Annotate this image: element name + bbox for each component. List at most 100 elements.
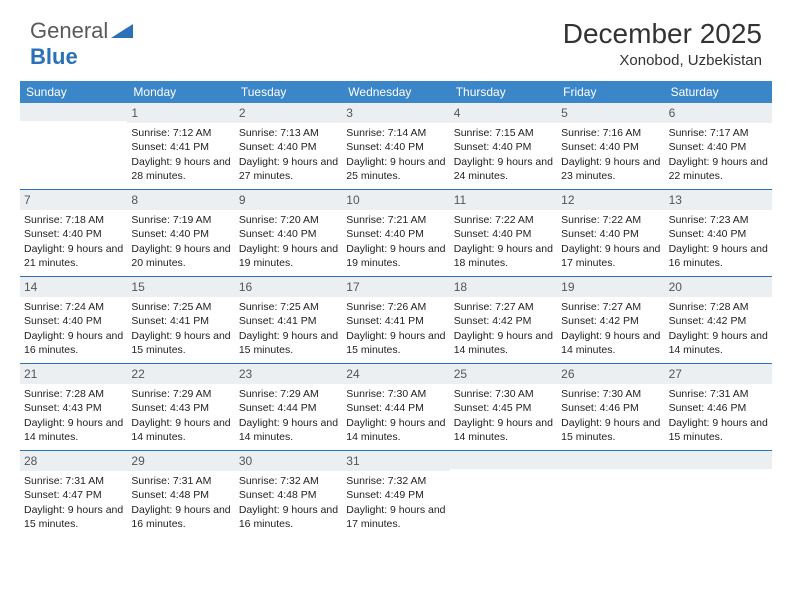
location-label: Xonobod, Uzbekistan <box>563 52 762 69</box>
calendar-cell: 31 Sunrise: 7:32 AMSunset: 4:49 PMDayligh… <box>342 451 449 537</box>
date-bar: 18 <box>450 277 557 297</box>
sunrise-text: Sunrise: 7:28 AM <box>669 300 768 314</box>
date-bar: 17 <box>342 277 449 297</box>
calendar-cell: 25Sunrise: 7:30 AMSunset: 4:45 PMDayligh… <box>450 364 557 450</box>
daylight-text: Daylight: 9 hours and 23 minutes. <box>561 155 660 183</box>
calendar-cell: 18Sunrise: 7:27 AMSunset: 4:42 PMDayligh… <box>450 277 557 363</box>
calendar-cell: 26Sunrise: 7:30 AMSunset: 4:46 PMDayligh… <box>557 364 664 450</box>
calendar-cell: 4 Sunrise: 7:15 AMSunset: 4:40 PMDaylight… <box>450 103 557 189</box>
brand-triangle-icon <box>111 24 133 40</box>
sunrise-text: Sunrise: 7:27 AM <box>561 300 660 314</box>
day-header: Saturday <box>665 81 772 103</box>
sunrise-text: Sunrise: 7:20 AM <box>239 213 338 227</box>
sunrise-text: Sunrise: 7:21 AM <box>346 213 445 227</box>
date-bar: 29 <box>127 451 234 471</box>
sunrise-text: Sunrise: 7:15 AM <box>454 126 553 140</box>
calendar-cell: 10Sunrise: 7:21 AMSunset: 4:40 PMDayligh… <box>342 190 449 276</box>
date-bar <box>450 451 557 469</box>
calendar-cell: 9Sunrise: 7:20 AMSunset: 4:40 PMDaylight… <box>235 190 342 276</box>
calendar-cell: 22Sunrise: 7:29 AMSunset: 4:43 PMDayligh… <box>127 364 234 450</box>
daylight-text: Daylight: 9 hours and 14 minutes. <box>669 329 768 357</box>
sunrise-text: Sunrise: 7:17 AM <box>669 126 768 140</box>
weeks-container: 1Sunrise: 7:12 AMSunset: 4:41 PMDaylight… <box>20 103 772 537</box>
sunrise-text: Sunrise: 7:23 AM <box>669 213 768 227</box>
sunrise-text: Sunrise: 7:14 AM <box>346 126 445 140</box>
sunset-text: Sunset: 4:40 PM <box>131 227 230 241</box>
sunset-text: Sunset: 4:44 PM <box>239 401 338 415</box>
daylight-text: Daylight: 9 hours and 14 minutes. <box>239 416 338 444</box>
daylight-text: Daylight: 9 hours and 14 minutes. <box>24 416 123 444</box>
sunset-text: Sunset: 4:47 PM <box>24 488 123 502</box>
date-bar: 28 <box>20 451 127 471</box>
calendar-cell: 21Sunrise: 7:28 AMSunset: 4:43 PMDayligh… <box>20 364 127 450</box>
calendar-cell: 20 Sunrise: 7:28 AMSunset: 4:42 PMDayligh… <box>665 277 772 363</box>
week-row: 28Sunrise: 7:31 AMSunset: 4:47 PMDayligh… <box>20 451 772 537</box>
sunset-text: Sunset: 4:43 PM <box>24 401 123 415</box>
calendar-cell: 28Sunrise: 7:31 AMSunset: 4:47 PMDayligh… <box>20 451 127 537</box>
sunset-text: Sunset: 4:41 PM <box>346 314 445 328</box>
day-header: Friday <box>557 81 664 103</box>
sunset-text: Sunset: 4:40 PM <box>454 227 553 241</box>
calendar-cell: 5Sunrise: 7:16 AMSunset: 4:40 PMDaylight… <box>557 103 664 189</box>
daylight-text: Daylight: 9 hours and 27 minutes. <box>239 155 338 183</box>
sunset-text: Sunset: 4:40 PM <box>24 227 123 241</box>
date-bar: 4 <box>450 103 557 123</box>
date-bar <box>557 451 664 469</box>
daylight-text: Daylight: 9 hours and 19 minutes. <box>239 242 338 270</box>
sunrise-text: Sunrise: 7:16 AM <box>561 126 660 140</box>
daylight-text: Daylight: 9 hours and 15 minutes. <box>131 329 230 357</box>
sunset-text: Sunset: 4:40 PM <box>669 227 768 241</box>
daylight-text: Daylight: 9 hours and 14 minutes. <box>561 329 660 357</box>
daylight-text: Daylight: 9 hours and 15 minutes. <box>24 503 123 531</box>
sunrise-text: Sunrise: 7:27 AM <box>454 300 553 314</box>
brand-word-1: General <box>30 18 108 44</box>
sunset-text: Sunset: 4:41 PM <box>131 314 230 328</box>
calendar-cell: 8Sunrise: 7:19 AMSunset: 4:40 PMDaylight… <box>127 190 234 276</box>
daylight-text: Daylight: 9 hours and 24 minutes. <box>454 155 553 183</box>
date-bar <box>665 451 772 469</box>
daylight-text: Daylight: 9 hours and 17 minutes. <box>346 503 445 531</box>
date-bar: 24 <box>342 364 449 384</box>
daylight-text: Daylight: 9 hours and 15 minutes. <box>669 416 768 444</box>
calendar-cell: 1 Sunrise: 7:12 AMSunset: 4:41 PMDaylight… <box>127 103 234 189</box>
sunset-text: Sunset: 4:40 PM <box>454 140 553 154</box>
sunrise-text: Sunrise: 7:30 AM <box>346 387 445 401</box>
date-bar: 25 <box>450 364 557 384</box>
daylight-text: Daylight: 9 hours and 14 minutes. <box>346 416 445 444</box>
sunset-text: Sunset: 4:48 PM <box>239 488 338 502</box>
sunset-text: Sunset: 4:40 PM <box>346 140 445 154</box>
calendar-cell: 14Sunrise: 7:24 AMSunset: 4:40 PMDayligh… <box>20 277 127 363</box>
daylight-text: Daylight: 9 hours and 16 minutes. <box>239 503 338 531</box>
sunrise-text: Sunrise: 7:26 AM <box>346 300 445 314</box>
date-bar: 20 <box>665 277 772 297</box>
sunset-text: Sunset: 4:46 PM <box>561 401 660 415</box>
sunrise-text: Sunrise: 7:31 AM <box>669 387 768 401</box>
date-bar: 5 <box>557 103 664 123</box>
sunset-text: Sunset: 4:42 PM <box>669 314 768 328</box>
calendar-cell: 15Sunrise: 7:25 AMSunset: 4:41 PMDayligh… <box>127 277 234 363</box>
daylight-text: Daylight: 9 hours and 16 minutes. <box>669 242 768 270</box>
calendar-cell <box>665 451 772 537</box>
week-row: 7Sunrise: 7:18 AMSunset: 4:40 PMDaylight… <box>20 190 772 277</box>
sunset-text: Sunset: 4:49 PM <box>346 488 445 502</box>
calendar-cell: 17Sunrise: 7:26 AMSunset: 4:41 PMDayligh… <box>342 277 449 363</box>
calendar-cell: 2Sunrise: 7:13 AMSunset: 4:40 PMDaylight… <box>235 103 342 189</box>
date-bar: 31 <box>342 451 449 471</box>
sunrise-text: Sunrise: 7:32 AM <box>239 474 338 488</box>
date-bar: 23 <box>235 364 342 384</box>
sunset-text: Sunset: 4:45 PM <box>454 401 553 415</box>
sunrise-text: Sunrise: 7:22 AM <box>561 213 660 227</box>
calendar-cell <box>557 451 664 537</box>
sunset-text: Sunset: 4:41 PM <box>131 140 230 154</box>
sunrise-text: Sunrise: 7:32 AM <box>346 474 445 488</box>
calendar-cell: 16Sunrise: 7:25 AMSunset: 4:41 PMDayligh… <box>235 277 342 363</box>
daylight-text: Daylight: 9 hours and 28 minutes. <box>131 155 230 183</box>
date-bar: 26 <box>557 364 664 384</box>
sunrise-text: Sunrise: 7:12 AM <box>131 126 230 140</box>
calendar-cell: 29Sunrise: 7:31 AMSunset: 4:48 PMDayligh… <box>127 451 234 537</box>
sunset-text: Sunset: 4:40 PM <box>561 227 660 241</box>
day-header: Sunday <box>20 81 127 103</box>
date-bar: 27 <box>665 364 772 384</box>
date-bar: 1 <box>127 103 234 123</box>
daylight-text: Daylight: 9 hours and 16 minutes. <box>131 503 230 531</box>
